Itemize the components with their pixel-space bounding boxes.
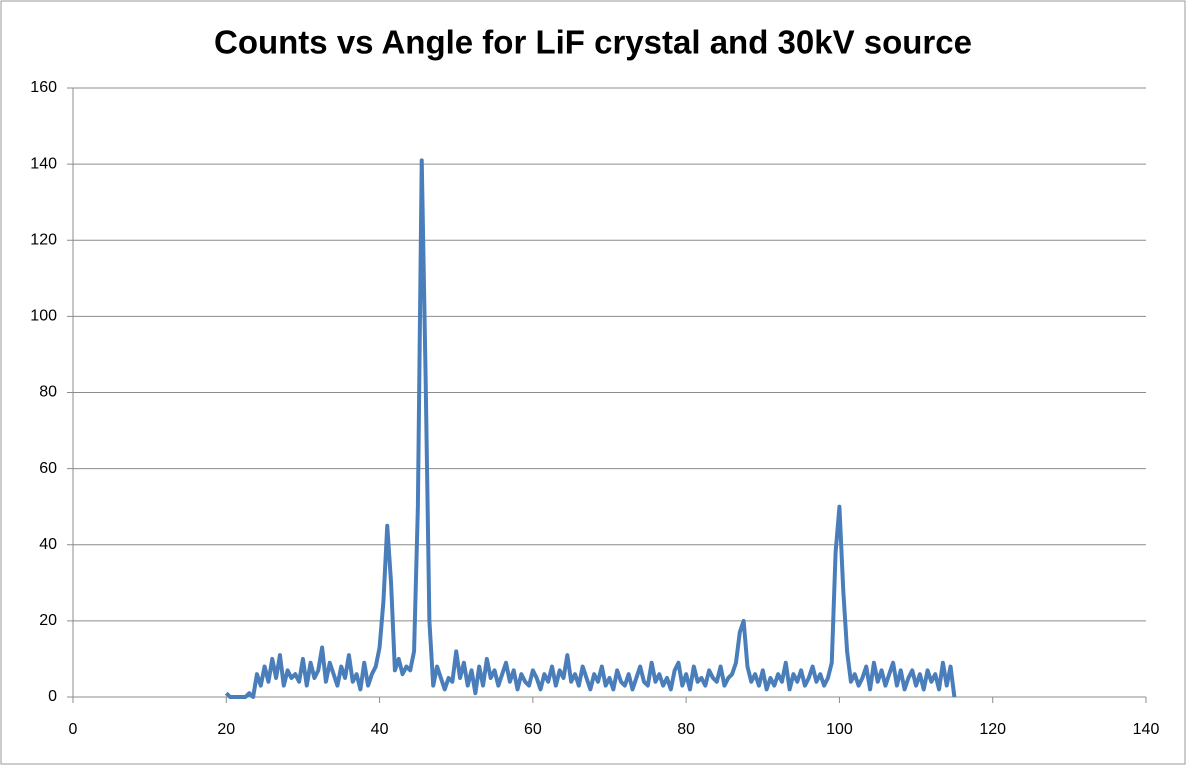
x-tick-label: 100: [826, 721, 853, 738]
x-tick-label: 140: [1133, 721, 1160, 738]
y-tick-label: 140: [30, 155, 57, 172]
x-tick-label: 120: [979, 721, 1006, 738]
y-tick-label: 40: [39, 536, 57, 553]
y-tick-label: 160: [30, 79, 57, 96]
y-tick-label: 100: [30, 308, 57, 325]
x-tick-label: 20: [217, 721, 235, 738]
y-tick-label: 80: [39, 384, 57, 401]
x-tick-label: 80: [677, 721, 695, 738]
x-tick-label: 0: [69, 721, 78, 738]
x-tick-label: 60: [524, 721, 542, 738]
y-tick-label: 120: [30, 231, 57, 248]
data-line: [224, 158, 957, 699]
chart-title: Counts vs Angle for LiF crystal and 30kV…: [214, 24, 972, 61]
y-tick-label: 0: [48, 688, 57, 705]
x-tick-label: 40: [371, 721, 389, 738]
y-tick-label: 20: [39, 612, 57, 629]
y-tick-label: 60: [39, 460, 57, 477]
